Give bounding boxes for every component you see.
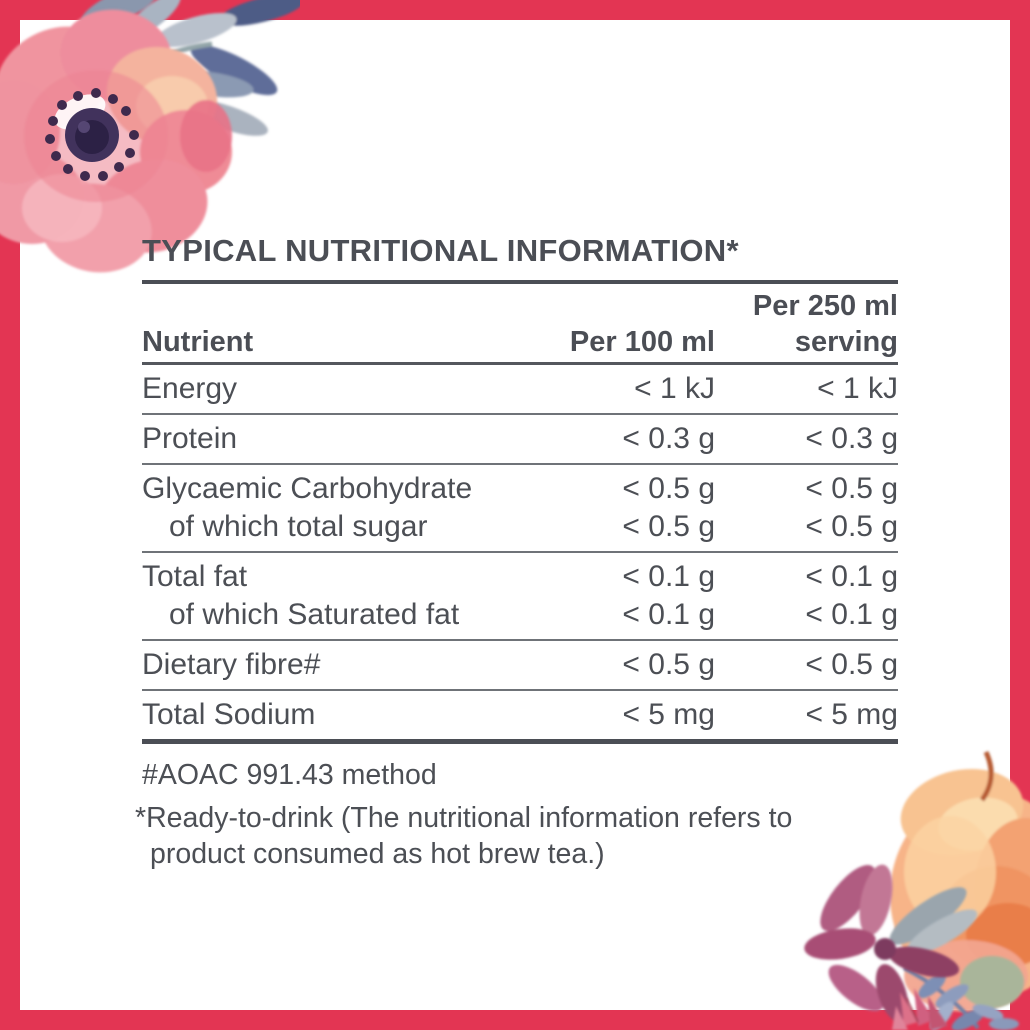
table-line: of which total sugar < 0.5 g < 0.5 g — [142, 508, 898, 546]
header-per-100ml: Per 100 ml — [569, 326, 715, 358]
table-line: Glycaemic Carbohydrate < 0.5 g < 0.5 g — [142, 470, 898, 508]
table-header: Nutrient Per 100 ml Per 250 ml serving — [142, 284, 898, 362]
value-per-250ml: < 0.1 g — [805, 560, 898, 593]
table-line: Total Sodium < 5 mg < 5 mg — [142, 696, 898, 734]
footnote-aoac-method: #AOAC 991.43 method — [142, 759, 437, 791]
nutrition-panel: TYPICAL NUTRITIONAL INFORMATION* Nutrien… — [135, 231, 898, 872]
watercolor-flower-bottom-right-image — [804, 750, 1030, 1030]
nutrient-name: Dietary fibre# — [142, 648, 321, 681]
title-rule — [142, 280, 898, 284]
watercolor-flower-top-left-image — [0, 0, 300, 273]
header-rule — [142, 362, 898, 365]
table-line: Total fat < 0.1 g < 0.1 g — [142, 558, 898, 596]
table-line: of which Saturated fat < 0.1 g < 0.1 g — [142, 596, 898, 634]
pink-bud-icon — [892, 988, 948, 1030]
value-per-250ml: < 0.5 g — [805, 648, 898, 681]
value-per-100ml: < 0.5 g — [622, 648, 715, 681]
value-per-250ml: < 0.1 g — [805, 598, 898, 631]
header-per-250ml-line1: Per 250 ml — [752, 290, 898, 322]
panel-title: TYPICAL NUTRITIONAL INFORMATION* — [142, 233, 739, 268]
footnote-line-2: product consumed as hot brew tea.) — [150, 838, 605, 870]
value-per-100ml: < 0.5 g — [622, 510, 715, 543]
value-per-100ml: < 5 mg — [622, 698, 715, 731]
nutrient-subname: of which Saturated fat — [169, 598, 460, 631]
header-per-250ml-line2: serving — [794, 326, 898, 358]
value-per-250ml: < 0.5 g — [805, 472, 898, 505]
header-nutrient: Nutrient — [142, 326, 254, 358]
table-row-carbohydrate: Glycaemic Carbohydrate < 0.5 g < 0.5 g o… — [142, 465, 898, 553]
table-row-energy: Energy < 1 kJ < 1 kJ — [142, 365, 898, 415]
magenta-flower-icon — [804, 864, 960, 1022]
table-line: Energy < 1 kJ < 1 kJ — [142, 370, 898, 408]
table-row-total-sodium: Total Sodium < 5 mg < 5 mg — [142, 691, 898, 744]
nutrient-name: Energy — [142, 372, 238, 405]
value-per-250ml: < 1 kJ — [817, 372, 898, 405]
value-per-100ml: < 1 kJ — [634, 372, 715, 405]
value-per-250ml: < 0.3 g — [805, 422, 898, 455]
table-line: Protein < 0.3 g < 0.3 g — [142, 420, 898, 458]
value-per-100ml: < 0.3 g — [622, 422, 715, 455]
value-per-100ml: < 0.5 g — [622, 472, 715, 505]
table-row-protein: Protein < 0.3 g < 0.3 g — [142, 415, 898, 465]
nutrient-subname: of which total sugar — [169, 510, 428, 543]
table-row-total-fat: Total fat < 0.1 g < 0.1 g of which Satur… — [142, 553, 898, 641]
footnote-line-1: *Ready-to-drink (The nutritional informa… — [135, 802, 793, 834]
leaf-spray-icon — [889, 887, 1024, 1030]
table-line: Dietary fibre# < 0.5 g < 0.5 g — [142, 646, 898, 684]
nutrient-name: Protein — [142, 422, 238, 455]
nutrient-name: Glycaemic Carbohydrate — [142, 472, 473, 505]
header-per-250ml: Per 250 ml serving — [715, 288, 898, 360]
value-per-250ml: < 0.5 g — [805, 510, 898, 543]
table-row-dietary-fibre: Dietary fibre# < 0.5 g < 0.5 g — [142, 641, 898, 691]
value-per-100ml: < 0.1 g — [622, 598, 715, 631]
footnote-ready-to-drink: *Ready-to-drink (The nutritional informa… — [135, 800, 898, 872]
nutrient-name: Total fat — [142, 560, 248, 593]
flower-center-icon — [45, 88, 139, 181]
value-per-100ml: < 0.1 g — [622, 560, 715, 593]
nutrient-name: Total Sodium — [142, 698, 316, 731]
value-per-250ml: < 5 mg — [805, 698, 898, 731]
